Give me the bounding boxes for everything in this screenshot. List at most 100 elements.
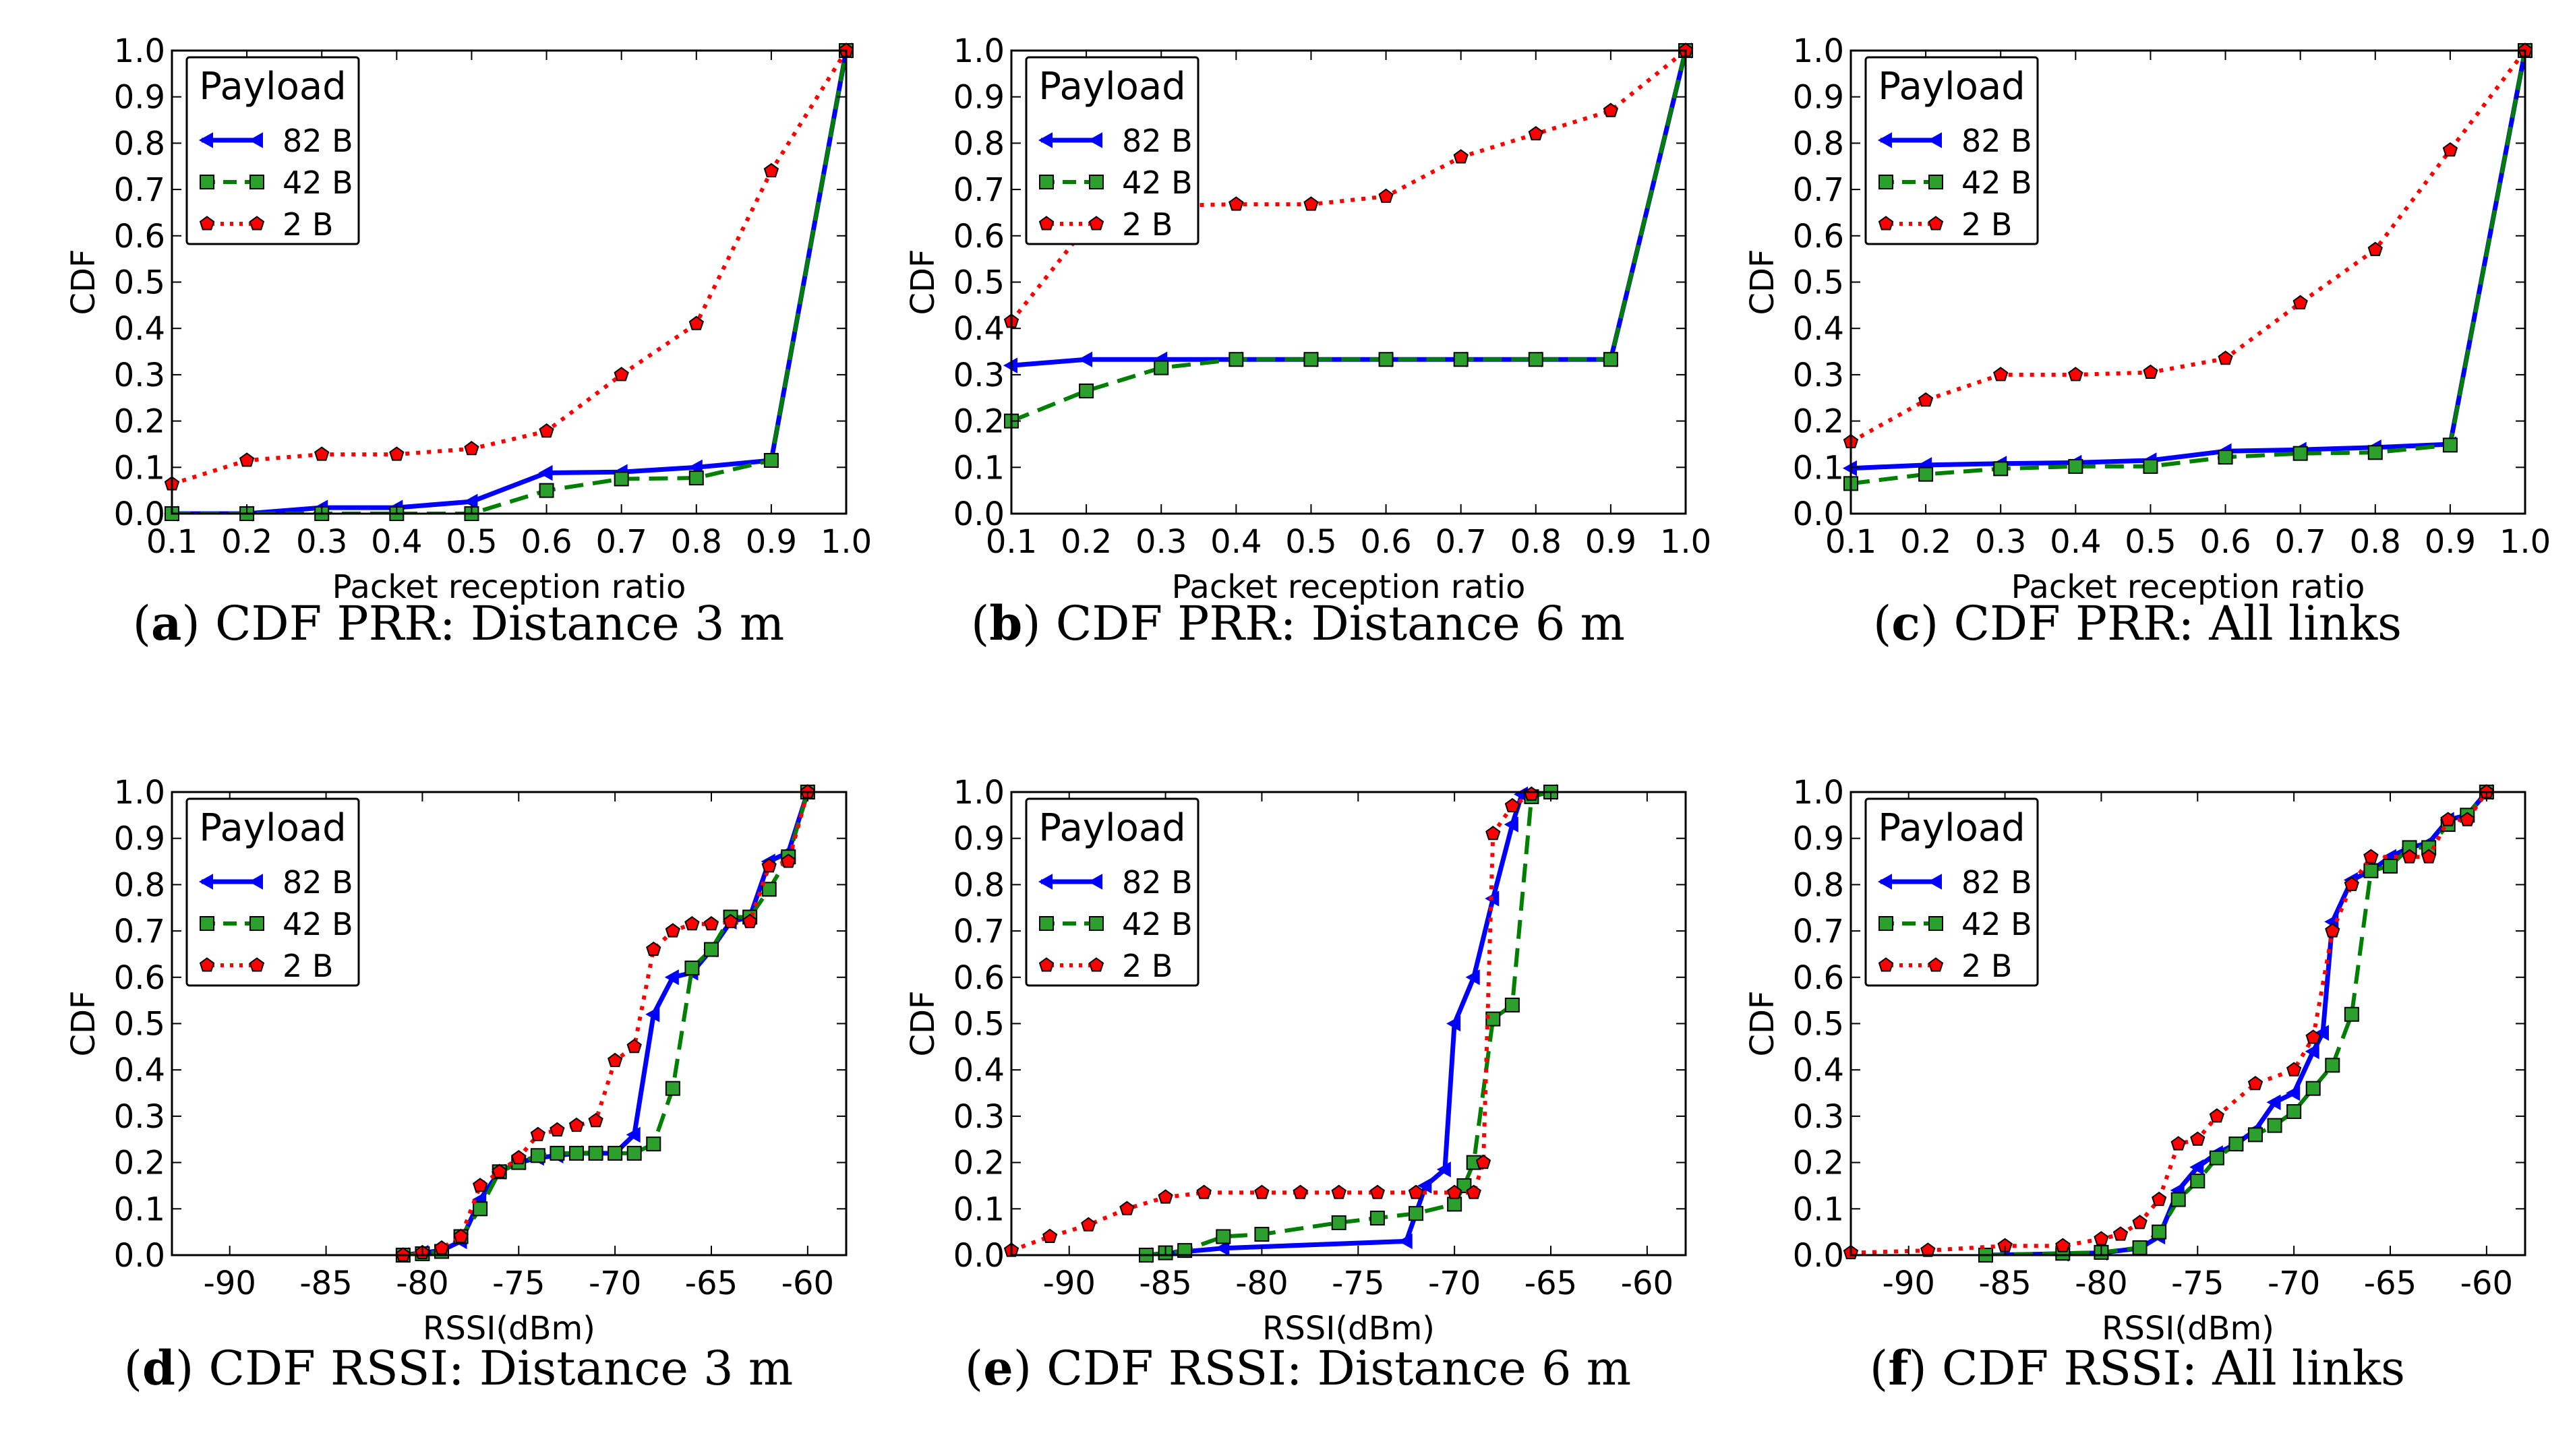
legend-entry-label: 82 B: [283, 864, 353, 901]
data-point: [1254, 1184, 1270, 1199]
data-point: [781, 853, 796, 868]
y-tick-label: 0.3: [1793, 357, 1844, 394]
data-point: [1079, 383, 1094, 398]
data-point: [1417, 1178, 1432, 1194]
data-point: [688, 471, 704, 486]
data-point: [2363, 863, 2379, 878]
legend-marker: [199, 957, 215, 972]
y-tick-label: 0.8: [114, 866, 165, 904]
data-point: [539, 483, 554, 498]
data-point: [2442, 437, 2458, 453]
data-point: [2286, 1085, 2301, 1101]
data-point: [550, 1145, 565, 1161]
data-point: [684, 916, 700, 931]
data-point: [2421, 849, 2437, 863]
y-tick-label: 0.5: [1793, 1006, 1844, 1043]
data-point: [704, 942, 719, 957]
legend-title: Payload: [199, 65, 346, 109]
data-point: [1331, 1184, 1346, 1199]
y-tick-label: 0.3: [114, 357, 165, 394]
legend-marker: [1088, 957, 1104, 972]
legend-marker: [249, 216, 265, 231]
data-point: [1408, 1184, 1424, 1199]
data-point: [646, 1136, 661, 1152]
data-point: [1447, 1184, 1462, 1199]
data-point: [614, 471, 629, 487]
x-tick-label: -65: [2364, 1265, 2417, 1302]
panel-caption-text: CDF PRR: Distance 3 m: [200, 596, 785, 651]
data-point: [1378, 188, 1394, 203]
x-tick-label: -60: [781, 1265, 834, 1302]
data-point: [1303, 196, 1319, 211]
x-tick-label: 0.9: [1585, 523, 1636, 561]
data-point: [389, 446, 405, 461]
x-tick-label: 0.6: [1360, 523, 1411, 561]
x-tick-label: 0.4: [2050, 523, 2101, 561]
x-tick-label: 0.2: [1900, 523, 1951, 561]
legend-marker: [1088, 132, 1102, 148]
data-point: [2292, 295, 2308, 309]
y-tick-label: 0.9: [114, 820, 165, 858]
data-point: [1078, 351, 1093, 367]
chart-panel-a: 0.00.10.20.30.40.50.60.70.80.91.00.1 0.2 0…: [65, 32, 872, 606]
x-tick-label: -75: [2171, 1265, 2224, 1302]
legend-marker: [1877, 132, 1892, 148]
legend-entry-label: 82 B: [1961, 864, 2032, 901]
legend-marker: [1039, 175, 1054, 189]
data-point: [314, 446, 330, 461]
data-point: [2247, 1076, 2263, 1091]
x-tick-label: -85: [299, 1265, 352, 1302]
legend-entry-label: 2 B: [1961, 948, 2012, 984]
data-point: [1447, 1196, 1462, 1212]
panel-letter: f: [1888, 1340, 1909, 1396]
y-axis-label: CDF: [1744, 249, 1781, 315]
data-point: [1528, 125, 1543, 141]
x-tick-label: -65: [1525, 1265, 1577, 1302]
data-point: [1229, 196, 1244, 211]
y-tick-label: 0.4: [953, 310, 1005, 348]
data-point: [2325, 923, 2340, 938]
y-tick-label: 1.0: [953, 32, 1005, 70]
x-tick-label: 0.8: [671, 523, 722, 561]
data-point: [539, 423, 554, 438]
legend-marker: [1038, 874, 1053, 890]
legend-entry-label: 2 B: [1961, 206, 2012, 243]
x-tick-label: -60: [1621, 1265, 1674, 1302]
data-point: [588, 1145, 603, 1161]
chart-panel-f: 0.0 0.1 0.2 0.3 0.4 0.5 0.6 0.7 0.8 0.9 1.0 -90 -85 -…: [1744, 774, 2526, 1347]
legend-entry-label: 2 B: [283, 206, 333, 243]
legend-entry-label: 82 B: [1122, 123, 1193, 159]
y-tick-label: 0.2: [1793, 403, 1844, 441]
legend-marker: [1878, 957, 1894, 972]
data-point: [626, 1145, 642, 1161]
y-tick-label: 0.1: [953, 1190, 1005, 1228]
data-point: [763, 162, 779, 178]
data-point: [2460, 812, 2475, 826]
legend-marker: [1928, 916, 1943, 931]
y-tick-label: 0.4: [114, 1052, 165, 1089]
x-tick-label: 0.6: [521, 523, 572, 561]
x-tick-label: -90: [1883, 1265, 1935, 1302]
legend-marker: [200, 175, 214, 189]
x-tick-label: 0.3: [296, 523, 347, 561]
x-tick-label: -75: [492, 1265, 545, 1302]
data-point: [2190, 1174, 2206, 1189]
y-tick-label: 0.0: [114, 495, 165, 533]
x-tick-label: -60: [2460, 1265, 2513, 1302]
data-point: [1485, 826, 1501, 841]
x-tick-label: -70: [589, 1265, 641, 1302]
data-point: [2305, 1081, 2321, 1096]
data-point: [2112, 1226, 2129, 1241]
data-point: [1196, 1184, 1212, 1199]
y-tick-label: 0.1: [1793, 1190, 1844, 1228]
data-point: [1528, 352, 1543, 367]
data-point: [1504, 816, 1518, 832]
legend: Payload 82 B 42 B 2 B: [1025, 56, 1200, 245]
data-point: [761, 882, 777, 897]
x-tick-label: 0.2: [1061, 523, 1112, 561]
data-point: [2170, 1192, 2186, 1207]
data-point: [665, 923, 680, 938]
data-point: [608, 1052, 623, 1067]
data-point: [742, 913, 758, 928]
y-tick-label: 1.0: [953, 774, 1005, 812]
